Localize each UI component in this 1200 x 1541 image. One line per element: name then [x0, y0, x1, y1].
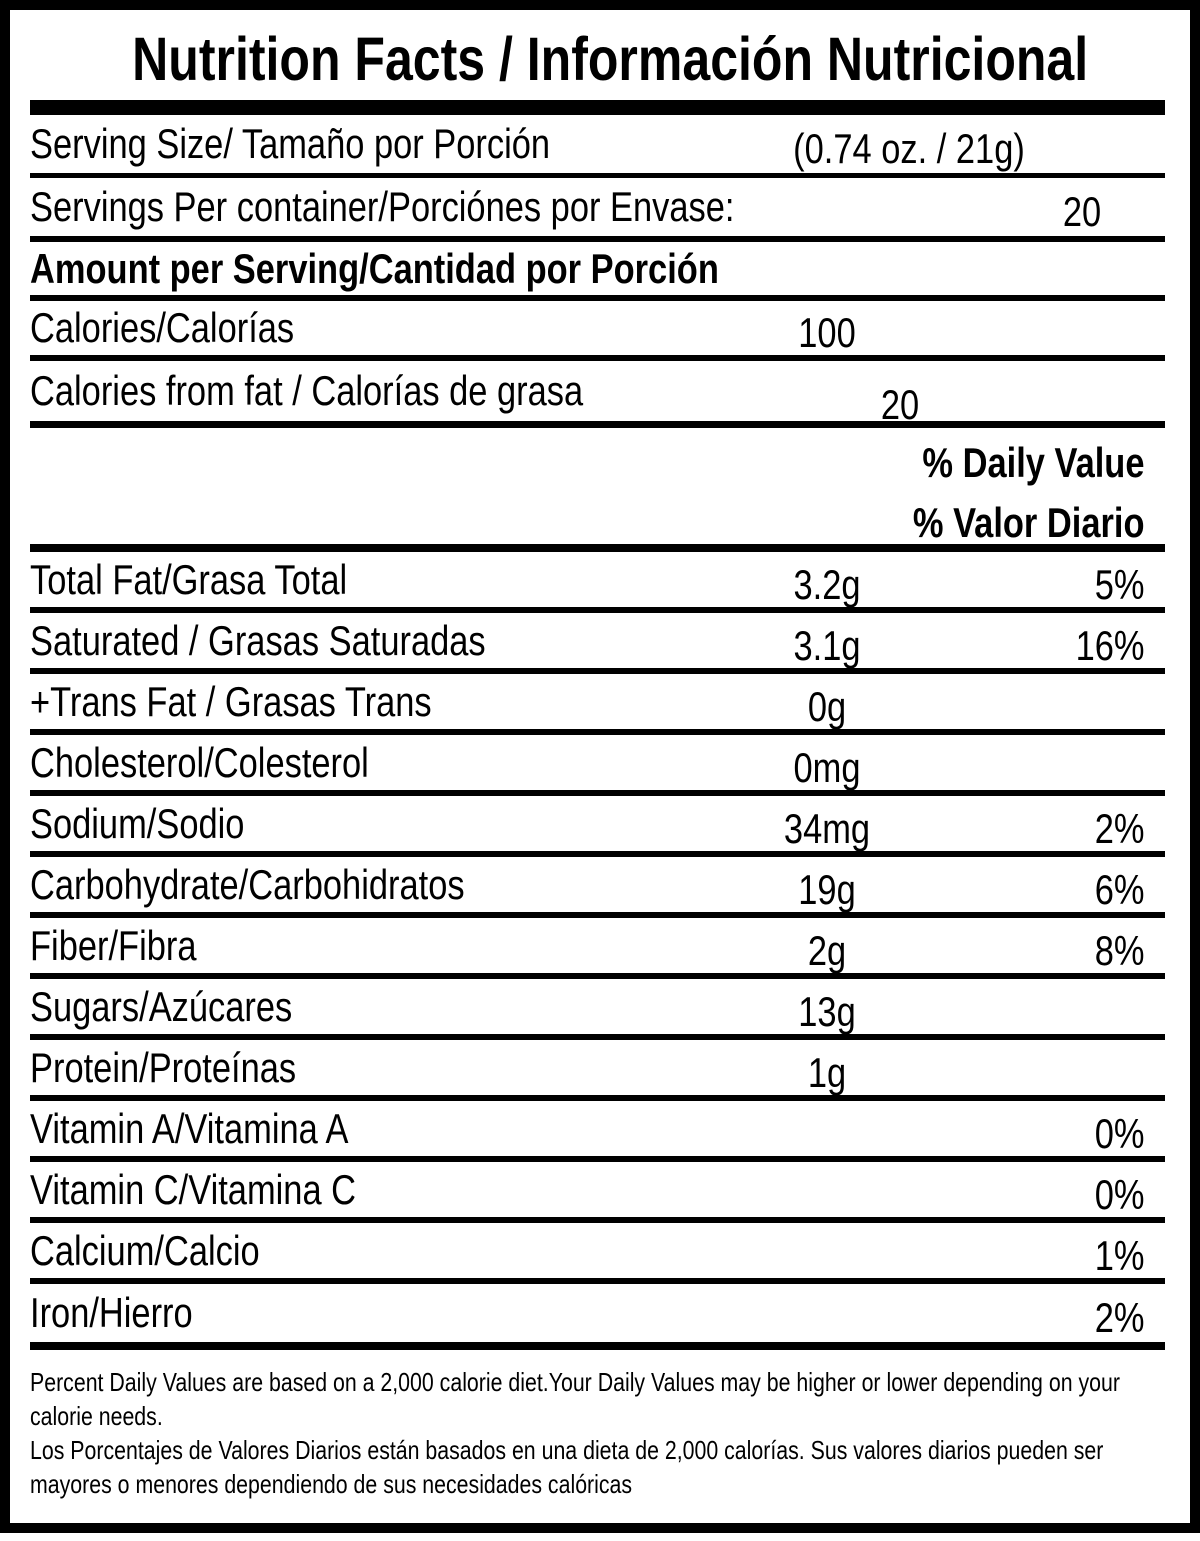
calories-row: Calories/Calorías 100: [30, 301, 1165, 361]
servings-per-container-amount: 20: [1062, 188, 1102, 235]
serving-info-section: Serving Size/ Tamaño por Porción (0.74 oz…: [30, 115, 1165, 428]
cholesterol-row: Cholesterol/Colesterol 0mg: [30, 735, 1165, 796]
calcium-row: Calcium/Calcio 1%: [30, 1223, 1165, 1284]
saturated-fat-daily-value-percent: 16%: [1075, 621, 1145, 669]
footnotes: Percent Daily Values are based on a 2,00…: [30, 1365, 1165, 1501]
calories-from-fat-amount: 20: [880, 381, 919, 428]
saturated-fat-row: Saturated / Grasas Saturadas 3.1g 16%: [30, 613, 1165, 674]
fiber-label: Fiber/Fibra: [30, 921, 197, 969]
carbohydrate-amount: 19g: [798, 865, 856, 913]
calories-from-fat-label: Calories from fat / Calorías de grasa: [30, 367, 584, 414]
sugars-amount: 13g: [798, 987, 856, 1035]
amount-heading-row: Amount per Serving/Cantidad por Porción: [30, 242, 1165, 301]
nutrient-table: Total Fat/Grasa Total 3.2g 5% Saturated / G…: [30, 552, 1165, 1342]
iron-row: Iron/Hierro 2%: [30, 1284, 1165, 1342]
serving-size-row: Serving Size/ Tamaño por Porción (0.74 oz…: [30, 115, 1165, 178]
vitamin-c-daily-value-percent: 0%: [1094, 1170, 1145, 1218]
protein-amount: 1g: [807, 1048, 847, 1096]
daily-value-header-en: % Daily Value: [922, 439, 1145, 486]
label-title: Nutrition Facts / Información Nutriciona…: [132, 25, 1089, 93]
trans-fat-amount: 0g: [807, 682, 847, 730]
protein-row: Protein/Proteínas 1g: [30, 1040, 1165, 1101]
nutrition-label: Nutrition Facts / Información Nutriciona…: [10, 28, 1190, 1541]
saturated-fat-amount: 3.1g: [793, 621, 861, 669]
calories-label: Calories/Calorías: [30, 304, 295, 351]
daily-value-header: % Daily Value % Valor Diario: [30, 428, 1165, 552]
sodium-daily-value-percent: 2%: [1094, 804, 1145, 852]
trans-fat-row: +Trans Fat / Grasas Trans 0g: [30, 674, 1165, 735]
calcium-daily-value-percent: 1%: [1094, 1231, 1145, 1279]
total-fat-row: Total Fat/Grasa Total 3.2g 5%: [30, 552, 1165, 613]
carbohydrate-row: Carbohydrate/Carbohidratos 19g 6%: [30, 857, 1165, 918]
fiber-amount: 2g: [807, 926, 847, 974]
footnote-spanish: Los Porcentajes de Valores Diarios están…: [30, 1435, 1104, 1499]
footnote-english: Percent Daily Values are based on a 2,00…: [30, 1367, 1120, 1431]
calories-from-fat-row: Calories from fat / Calorías de grasa 20: [30, 361, 1165, 428]
sodium-amount: 34mg: [783, 804, 871, 852]
saturated-fat-label: Saturated / Grasas Saturadas: [30, 616, 486, 664]
vitamin-a-row: Vitamin A/Vitamina A 0%: [30, 1101, 1165, 1162]
servings-per-container-row: Servings Per container/Porciónes por Env…: [30, 178, 1165, 242]
sodium-label: Sodium/Sodio: [30, 799, 245, 847]
sugars-label: Sugars/Azúcares: [30, 982, 293, 1030]
calcium-label: Calcium/Calcio: [30, 1226, 260, 1274]
cholesterol-amount: 0mg: [793, 743, 861, 791]
carbohydrate-daily-value-percent: 6%: [1094, 865, 1145, 913]
vitamin-c-row: Vitamin C/Vitamina C 0%: [30, 1162, 1165, 1223]
vitamin-a-label: Vitamin A/Vitamina A: [30, 1104, 349, 1152]
sodium-row: Sodium/Sodio 34mg 2%: [30, 796, 1165, 857]
total-fat-label: Total Fat/Grasa Total: [30, 555, 348, 603]
footnote-divider-bar: [30, 1342, 1165, 1350]
calories-amount: 100: [798, 309, 856, 356]
serving-size-label: Serving Size/ Tamaño por Porción: [30, 120, 551, 167]
vitamin-c-label: Vitamin C/Vitamina C: [30, 1165, 357, 1213]
servings-per-container-label: Servings Per container/Porciónes por Env…: [30, 183, 735, 230]
daily-value-header-es: % Valor Diario: [912, 499, 1145, 546]
title-divider-bar: [30, 100, 1165, 115]
vitamin-a-daily-value-percent: 0%: [1094, 1109, 1145, 1157]
carbohydrate-label: Carbohydrate/Carbohidratos: [30, 860, 465, 908]
sugars-row: Sugars/Azúcares 13g: [30, 979, 1165, 1040]
protein-label: Protein/Proteínas: [30, 1043, 297, 1091]
iron-label: Iron/Hierro: [30, 1289, 193, 1336]
iron-daily-value-percent: 2%: [1094, 1294, 1145, 1341]
amount-heading-label: Amount per Serving/Cantidad por Porción: [30, 244, 719, 292]
total-fat-amount: 3.2g: [793, 560, 861, 608]
serving-size-amount: (0.74 oz. / 21g): [793, 125, 1026, 172]
fiber-daily-value-percent: 8%: [1094, 926, 1145, 974]
cholesterol-label: Cholesterol/Colesterol: [30, 738, 369, 786]
total-fat-daily-value-percent: 5%: [1094, 560, 1145, 608]
fiber-row: Fiber/Fibra 2g 8%: [30, 918, 1165, 979]
trans-fat-label: +Trans Fat / Grasas Trans: [30, 677, 432, 725]
